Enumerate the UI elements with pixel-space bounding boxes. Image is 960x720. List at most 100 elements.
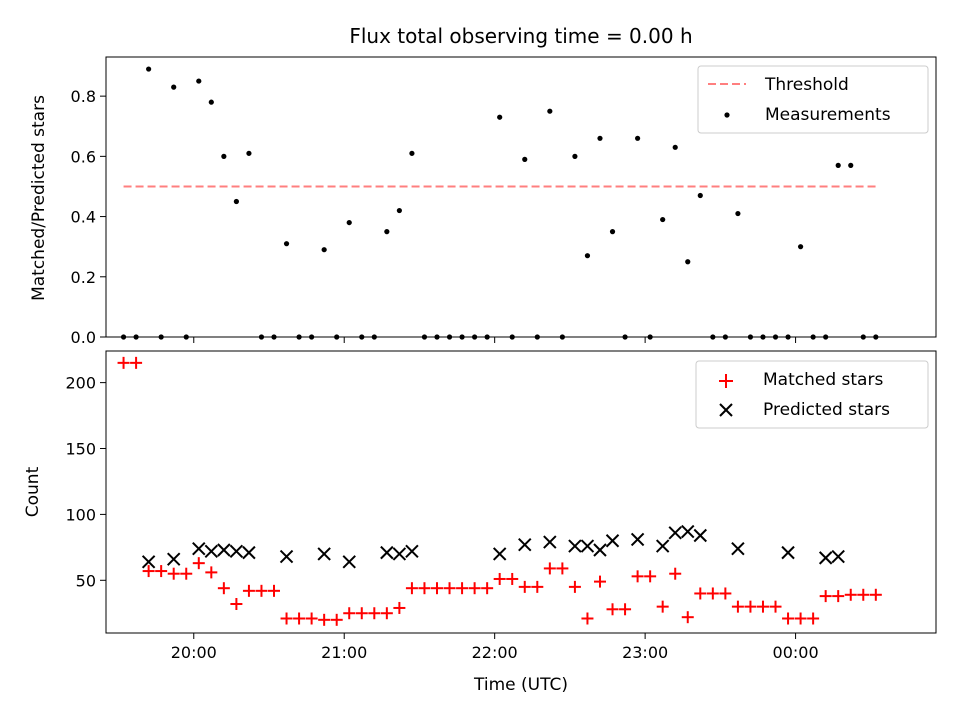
matched-star-point: [493, 572, 506, 585]
x-tick-label: 00:00: [773, 643, 819, 662]
matched-star-point: [744, 600, 757, 613]
predicted-star-point: [279, 549, 294, 564]
measurement-point: [321, 247, 327, 253]
ratio-x-ticks: [193, 337, 797, 343]
matched-star-point: [468, 582, 481, 595]
matched-star-point: [330, 613, 343, 626]
measurement-point: [208, 99, 214, 105]
counts-layer: [117, 356, 882, 626]
matched-star-point: [869, 588, 882, 601]
matched-star-point: [782, 612, 795, 625]
measurement-point: [522, 156, 528, 162]
matched-star-point: [694, 587, 707, 600]
x-axis-label: Time (UTC): [473, 675, 568, 695]
ratio-y-ticks: 0.0 0.2 0.4 0.6 0.8: [71, 87, 106, 347]
predicted-star-point: [192, 541, 206, 556]
predicted-star-point: [630, 532, 645, 547]
matched-star-point: [343, 607, 356, 620]
measurement-point: [584, 253, 591, 259]
matched-star-point: [581, 612, 594, 625]
predicted-star-point: [405, 544, 419, 559]
measurements-legend-label: Measurements: [765, 105, 891, 125]
ratio-legend: Threshold Measurements: [697, 65, 929, 134]
matched-star-point: [731, 600, 744, 613]
matched-star-point: [205, 566, 218, 579]
predicted-star-point: [568, 539, 582, 553]
predicted-star-point: [141, 555, 156, 569]
predicted-star-point: [217, 543, 231, 557]
x-tick-label: 20:00: [171, 643, 217, 662]
matched-star-point: [255, 584, 268, 597]
y-tick-label: 0.0: [71, 328, 96, 347]
matched-star-point: [669, 567, 682, 580]
ratio-y-axis-label: Matched/Predicted stars: [29, 95, 49, 301]
measurement-point: [672, 144, 678, 150]
measurement-point: [735, 210, 741, 217]
measurement-point: [221, 153, 227, 159]
predicted-star-point: [543, 535, 557, 549]
measurement-point: [283, 241, 290, 247]
matched-star-point: [192, 557, 205, 570]
count-legend: Matched stars Predicted stars: [695, 360, 929, 429]
matched-star-point: [681, 611, 694, 624]
count-legend-box: [695, 360, 929, 429]
predicted-star-point: [518, 538, 532, 552]
predicted-star-point: [781, 545, 795, 560]
count-y-ticks: 50 100 150 200: [65, 374, 106, 590]
measurement-point: [233, 198, 239, 205]
predicted-star-point: [655, 539, 670, 553]
measurement-point: [835, 162, 841, 168]
matched-star-point: [794, 612, 807, 625]
matched-star-point: [242, 584, 255, 597]
x-tick-label: 23:00: [622, 643, 668, 662]
matched-star-point: [167, 567, 180, 580]
predicted-star-point: [380, 545, 394, 560]
matched-star-point: [368, 607, 381, 620]
count-plot-frame: [105, 350, 937, 634]
matched-star-point: [280, 612, 293, 625]
measurement-point: [246, 150, 252, 156]
matched-star-point: [405, 582, 418, 595]
measurement-point: [685, 259, 691, 265]
matched-star-point: [318, 613, 331, 626]
matched-star-point: [355, 607, 368, 620]
y-tick-label: 100: [65, 505, 96, 524]
ratio-plot-frame: [105, 56, 937, 338]
matched-star-point: [644, 570, 657, 583]
count-x-ticks: 20:00 21:00 22:00 23:00 00:00: [171, 633, 819, 662]
predicted-star-point: [492, 547, 507, 561]
matched-star-point: [217, 582, 230, 595]
measurement-point: [572, 153, 578, 159]
matched-legend-label: Matched stars: [763, 370, 883, 390]
matched-star-point: [393, 601, 406, 614]
measurements-layer: [120, 66, 879, 340]
y-tick-label: 0.2: [71, 268, 96, 287]
matched-star-point: [293, 612, 306, 625]
measurement-point: [196, 78, 202, 84]
matched-star-point: [481, 582, 494, 595]
matched-star-point: [844, 588, 857, 601]
measurement-point: [609, 229, 616, 235]
predicted-star-point: [392, 547, 407, 561]
ratio-legend-box: [697, 65, 929, 134]
measurement-point: [171, 84, 177, 90]
predicted-star-point: [204, 544, 219, 559]
matched-star-point: [456, 582, 469, 595]
predicted-star-point: [342, 555, 356, 569]
y-tick-label: 50: [76, 571, 96, 590]
matched-star-point: [518, 580, 531, 593]
matched-star-point: [380, 607, 393, 620]
predicted-star-point: [693, 528, 707, 543]
measurement-point: [848, 162, 854, 168]
predicted-star-point: [605, 534, 620, 548]
predicted-star-point: [731, 541, 745, 556]
matched-star-point: [719, 587, 732, 600]
matched-star-point: [556, 562, 569, 575]
predicted-star-point: [229, 544, 244, 559]
predicted-star-point: [242, 545, 256, 560]
measurement-point: [346, 219, 352, 226]
matched-star-point: [807, 612, 820, 625]
x-tick-label: 22:00: [472, 643, 518, 662]
matched-star-point: [430, 582, 443, 595]
